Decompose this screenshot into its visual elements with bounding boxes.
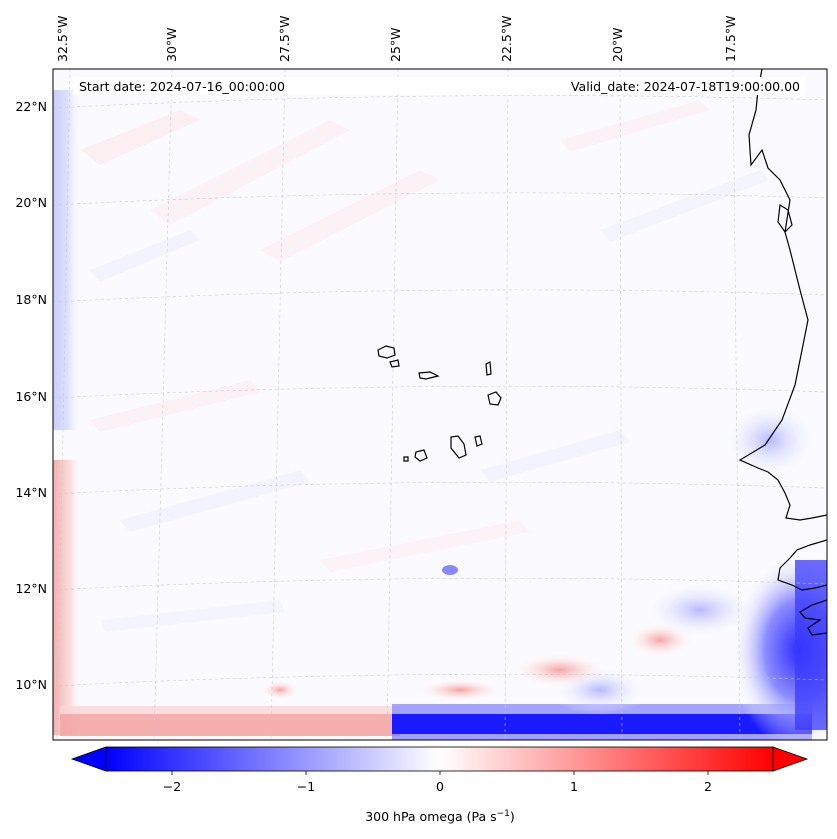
meridian-line <box>56 69 71 740</box>
lon-label: 22.5°W <box>499 16 514 62</box>
lon-label: 17.5°W <box>723 16 738 62</box>
africa-coastline <box>777 539 827 591</box>
island-sao-nicolau <box>418 371 440 380</box>
colorbar-tick-label: 0 <box>436 779 444 794</box>
map-panel <box>52 68 828 741</box>
colorbar-ticks <box>171 771 709 775</box>
map-frame <box>52 68 828 741</box>
lat-label: 10°N <box>15 677 47 692</box>
lat-label: 20°N <box>15 195 47 210</box>
island-maio <box>474 435 483 447</box>
meridian-line <box>504 69 509 740</box>
colorbar-tick-label: 2 <box>704 779 712 794</box>
colorbar-label: 300 hPa omega (Pa s−1) <box>365 809 515 824</box>
lat-label: 22°N <box>15 99 47 114</box>
colorbar-extend-high <box>772 746 809 772</box>
longitude-labels: 32.5°W 30°W 27.5°W 25°W 22.5°W 20°W 17.5… <box>55 16 738 62</box>
valid-date-label: Valid_date: 2024-07-18T19:00:00.00 <box>571 79 800 94</box>
parallel-line <box>53 481 827 495</box>
island-brava <box>403 456 409 462</box>
parallel-line <box>53 289 827 303</box>
lon-label: 20°W <box>610 27 625 62</box>
colorbar-fill <box>106 747 773 771</box>
meridian-line <box>386 69 399 740</box>
parallel-line <box>53 95 827 109</box>
meridian-line <box>153 69 173 740</box>
africa-coastline <box>738 69 827 521</box>
lon-label: 32.5°W <box>55 16 70 62</box>
island-sal <box>485 361 492 376</box>
lat-label: 16°N <box>15 389 47 404</box>
colorbar-tick-label: 1 <box>570 779 578 794</box>
graticule <box>53 69 827 740</box>
lon-label: 27.5°W <box>277 16 292 62</box>
meridian-line <box>619 69 623 740</box>
africa-coastline <box>799 599 827 636</box>
parallel-line <box>53 385 827 399</box>
annotation-box <box>73 77 805 95</box>
island-sao-vicente <box>389 359 400 368</box>
lat-label: 14°N <box>15 485 47 500</box>
island-boa-vista <box>487 391 502 406</box>
start-date-label: Start date: 2024-07-16_00:00:00 <box>79 79 285 94</box>
colorbar-frame <box>105 746 774 772</box>
omega-field <box>53 90 827 740</box>
parallel-line <box>53 577 827 591</box>
island-santiago <box>450 435 467 459</box>
colorbar-tick-label: −1 <box>297 779 315 794</box>
colorbar-extend-low <box>70 746 107 772</box>
lat-label: 12°N <box>15 581 47 596</box>
lon-label: 30°W <box>164 27 179 62</box>
parallel-line <box>53 192 827 206</box>
coastlines <box>377 69 827 636</box>
lat-label: 18°N <box>15 292 47 307</box>
island <box>777 203 793 233</box>
parallel-line <box>53 673 827 687</box>
colorbar-tick-label: −2 <box>163 779 181 794</box>
meridian-line <box>270 69 286 740</box>
colorbar: −2 −1 0 1 2 300 hPa omega (Pa s−1) <box>70 746 809 824</box>
latitude-labels: 22°N 20°N 18°N 16°N 14°N 12°N 10°N <box>15 99 47 692</box>
island-fogo <box>414 449 428 462</box>
lon-label: 25°W <box>388 27 403 62</box>
meridian-line <box>732 69 741 740</box>
island-santo-antao <box>377 345 396 359</box>
